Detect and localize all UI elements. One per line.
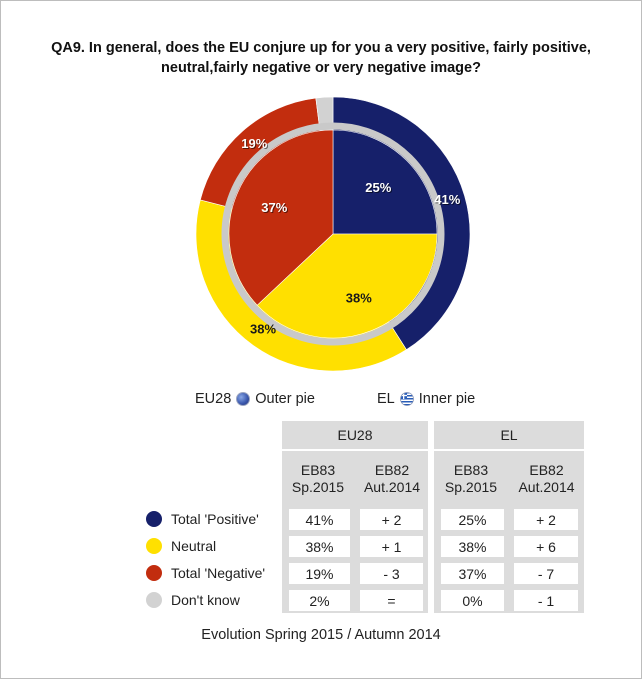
inner-label-neutral: 38%	[346, 291, 372, 306]
eu28-column-block	[282, 451, 428, 613]
cell-dont-know-el-current: 0%	[441, 590, 504, 611]
row-label-text: Total 'Positive'	[171, 511, 259, 527]
inner-slice-positive	[332, 129, 438, 235]
outer-label-neutral: 38%	[250, 322, 276, 337]
el-column-block	[434, 451, 584, 613]
inner-slice-neutral	[256, 233, 438, 339]
row-label-text: Total 'Negative'	[171, 565, 266, 581]
cell-negative-eu28-current: 19%	[289, 563, 350, 584]
greece-flag-icon	[399, 392, 414, 406]
outer-label-negative: 19%	[241, 136, 267, 151]
cell-positive-el-current: 25%	[441, 509, 504, 530]
inner-label-positive-shadow: 25%	[366, 181, 392, 196]
legend-outer-text: Outer pie	[255, 391, 315, 407]
col-header-line: EB83	[300, 462, 336, 478]
col-header-line: Sp.2015	[444, 479, 498, 495]
row-label-dont-know: Don't know	[146, 588, 282, 612]
cell-neutral-eu28-current: 38%	[289, 536, 350, 557]
chart-title: QA9. In general, does the EU conjure up …	[51, 40, 591, 76]
neutral-color-dot	[146, 538, 162, 554]
negative-color-dot	[146, 565, 162, 581]
legend-outer-label: EU28	[195, 391, 232, 407]
row-label-positive: Total 'Positive'	[146, 507, 282, 531]
dont-know-color-dot	[146, 592, 162, 608]
group-header-el: EL	[434, 421, 584, 449]
col-header-line: Aut.2014	[363, 479, 421, 495]
legend-inner: EL Inner pie	[377, 391, 475, 407]
cell-positive-eu28-change: + 2	[360, 509, 423, 530]
cell-negative-el-current: 37%	[441, 563, 504, 584]
col-header-line: Sp.2015	[291, 479, 345, 495]
col-header-eu28-eb83: EB83 Sp.2015	[282, 459, 354, 499]
cell-negative-el-change: - 7	[514, 563, 578, 584]
pie-separator-ring	[221, 122, 445, 346]
cell-positive-eu28-current: 41%	[289, 509, 350, 530]
col-header-line: EB82	[374, 462, 410, 478]
col-header-line: EB83	[453, 462, 489, 478]
eu-globe-icon	[236, 392, 251, 406]
outer-label-positive-shadow: 41%	[435, 193, 461, 208]
cell-positive-el-change: + 2	[514, 509, 578, 530]
col-header-el-eb82: EB82 Aut.2014	[509, 459, 584, 499]
legend-inner-label: EL	[377, 391, 395, 407]
donut-chart: 41%41%38%19%19%25%25%38%37%37%	[195, 96, 471, 372]
cell-dont-know-eu28-change: =	[360, 590, 423, 611]
cell-dont-know-eu28-current: 2%	[289, 590, 350, 611]
row-label-text: Neutral	[171, 538, 217, 554]
legend-outer: EU28 Outer pie	[195, 391, 315, 407]
row-label-negative: Total 'Negative'	[146, 561, 282, 585]
cell-neutral-eu28-change: + 1	[360, 536, 423, 557]
inner-label-negative-shadow: 37%	[262, 201, 288, 216]
inner-slice-negative	[228, 129, 334, 306]
percentage-labels: 41%41%38%19%19%25%25%38%37%37%	[241, 136, 461, 337]
cell-neutral-el-current: 38%	[441, 536, 504, 557]
inner-label-negative: 37%	[261, 200, 287, 215]
col-header-line: Aut.2014	[518, 479, 575, 495]
pie-legend: EU28 Outer pie EL Inner pie	[195, 391, 615, 413]
outer-label-positive: 41%	[434, 192, 460, 207]
legend-inner-text: Inner pie	[418, 391, 476, 407]
group-header-eu28: EU28	[282, 421, 428, 449]
inner-pie-el	[228, 129, 438, 339]
cell-dont-know-el-change: - 1	[514, 590, 578, 611]
positive-color-dot	[146, 511, 162, 527]
col-header-eu28-eb82: EB82 Aut.2014	[355, 459, 429, 499]
col-header-el-eb83: EB83 Sp.2015	[434, 459, 508, 499]
row-label-text: Don't know	[171, 592, 240, 608]
col-header-line: EB82	[529, 462, 564, 478]
outer-label-negative-shadow: 19%	[242, 137, 268, 152]
inner-label-positive: 25%	[365, 180, 391, 195]
footer-caption: Evolution Spring 2015 / Autumn 2014	[201, 627, 441, 643]
cell-negative-eu28-change: - 3	[360, 563, 423, 584]
cell-neutral-el-change: + 6	[514, 536, 578, 557]
row-label-neutral: Neutral	[146, 534, 282, 558]
